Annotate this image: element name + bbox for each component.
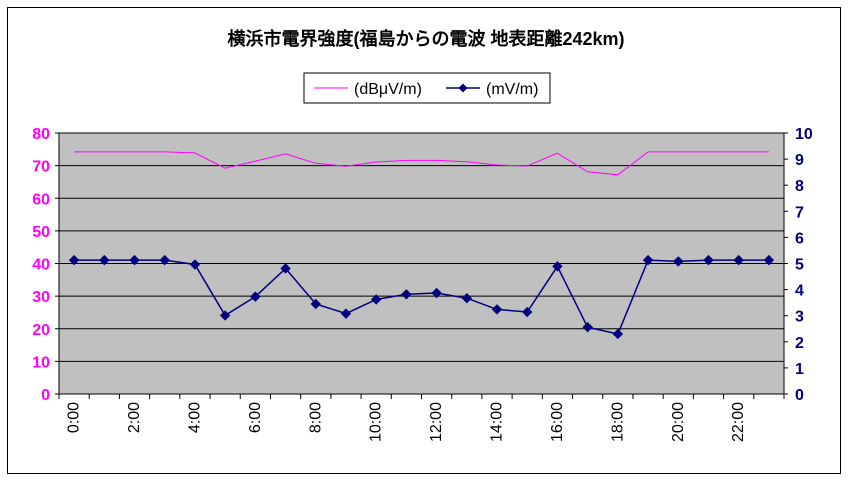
data-point [250, 291, 261, 302]
x-axis-tick-label: 4:00 [186, 402, 203, 433]
x-axis-tick-label: 20:00 [670, 402, 687, 442]
right-axis-tick-label: 8 [795, 178, 804, 195]
right-axis-tick-label: 9 [795, 152, 804, 169]
data-point [99, 254, 110, 266]
right-axis-tick-label: 1 [795, 361, 804, 378]
data-point [340, 308, 352, 319]
right-axis-tick-label: 0 [795, 387, 804, 404]
left-axis-tick-label: 30 [32, 289, 50, 306]
left-axis-tick-label: 70 [32, 159, 50, 176]
legend-label: (dBμV/m) [354, 81, 422, 98]
left-axis-tick-label: 10 [32, 354, 50, 371]
data-point [522, 306, 533, 318]
data-point [159, 254, 170, 266]
x-axis-tick-label: 16:00 [549, 402, 566, 442]
gridlines [59, 132, 784, 362]
data-point [280, 263, 291, 274]
left-axis-tick-label: 80 [32, 126, 50, 143]
data-point [370, 294, 382, 305]
x-axis-tick-label: 8:00 [307, 402, 324, 433]
data-point [612, 328, 624, 340]
data-point [401, 289, 412, 300]
left-axis-tick-label: 0 [41, 387, 50, 404]
right-axis-tick-label: 7 [795, 204, 804, 221]
x-axis-tick-label: 22:00 [730, 402, 747, 442]
right-axis-tick-label: 3 [795, 309, 804, 326]
right-axis-tick-label: 4 [795, 283, 804, 300]
data-point [461, 293, 473, 304]
data-point [703, 254, 714, 266]
left-axis-tick-label: 50 [32, 224, 50, 241]
series-layer [68, 151, 775, 340]
x-axis-tick-label: 2:00 [126, 402, 143, 433]
data-point [733, 254, 744, 266]
data-point [68, 254, 80, 266]
data-point [431, 287, 442, 299]
legend-marker [458, 83, 468, 93]
data-point [582, 321, 593, 333]
left-axis-tick-label: 20 [32, 322, 50, 339]
x-axis-tick-label: 14:00 [489, 402, 506, 442]
right-axis-tick-label: 5 [795, 257, 804, 274]
data-point [491, 304, 503, 315]
x-axis-tick-label: 6:00 [247, 402, 264, 433]
data-point [219, 310, 231, 321]
right-axis-tick-label: 10 [795, 126, 813, 143]
x-axis-tick-label: 0:00 [66, 402, 83, 433]
data-point [763, 254, 775, 266]
chart-svg: 横浜市電界強度(福島からの電波 地表距離242km) (dBμV/m) (mV/m… [32, 28, 813, 442]
left-axis-tick-label: 60 [32, 191, 50, 208]
legend-label: (mV/m) [486, 81, 538, 98]
data-point [552, 261, 563, 272]
axes: 0 10 20 30 40 50 60 70 80 0 1 2 3 4 5 6 7 8 9 10 0:00 2:00 4:0… [32, 126, 813, 442]
x-axis-tick-label: 10:00 [368, 402, 385, 442]
series-line [74, 259, 769, 335]
chart-frame: 横浜市電界強度(福島からの電波 地表距離242km) (dBμV/m) (mV/m… [7, 7, 841, 474]
left-axis-tick-label: 40 [32, 257, 50, 274]
data-point [673, 256, 684, 267]
data-point [189, 259, 201, 270]
data-point [310, 298, 321, 310]
x-axis-tick-label: 12:00 [428, 402, 445, 442]
right-axis-tick-label: 2 [795, 335, 804, 352]
legend: (dBμV/m) (mV/m) [303, 72, 551, 104]
x-axis-tick-label: 18:00 [609, 402, 626, 442]
series-line [74, 151, 769, 176]
data-point [642, 254, 654, 266]
right-axis-tick-label: 6 [795, 230, 804, 247]
data-point [129, 254, 140, 266]
chart-title: 横浜市電界強度(福島からの電波 地表距離242km) [227, 28, 624, 49]
